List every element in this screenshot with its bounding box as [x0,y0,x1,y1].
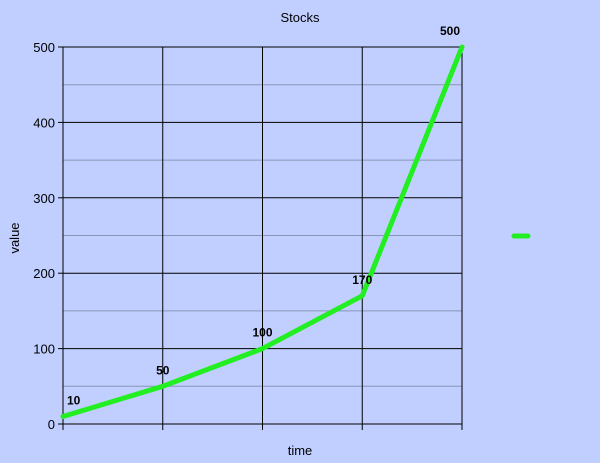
y-tick-label: 300 [33,191,55,206]
y-tick-label: 200 [33,266,55,281]
y-tick-label: 100 [33,342,55,357]
y-tick-label: 0 [48,417,55,432]
y-tick-label: 500 [33,40,55,55]
chart-title: Stocks [280,10,320,25]
grid [63,47,462,424]
data-label: 10 [67,393,81,407]
x-axis-title: time [288,443,313,458]
data-label: 500 [440,24,460,38]
data-label: 50 [156,363,170,377]
data-label: 100 [252,326,272,340]
data-label: 170 [352,273,372,287]
y-axis-title: value [7,222,22,253]
y-tick-label: 400 [33,115,55,130]
